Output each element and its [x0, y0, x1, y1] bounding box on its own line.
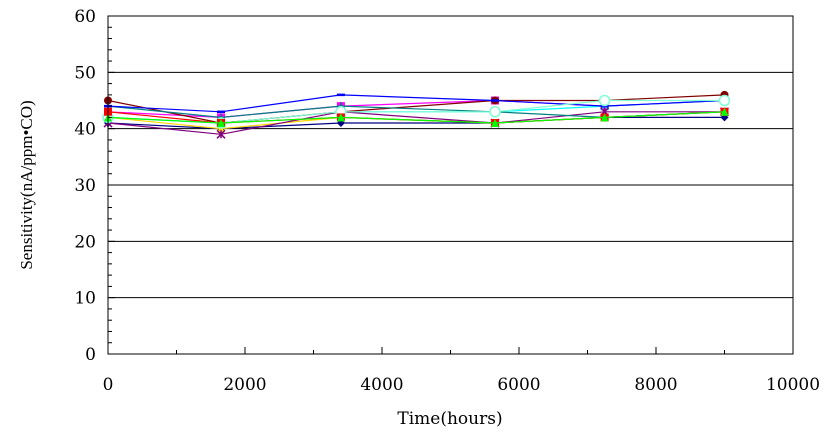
series-line [107, 116, 725, 130]
y-tick-label: 10 [74, 289, 96, 309]
data-point [489, 106, 501, 118]
y-tick-label: 40 [74, 120, 96, 140]
series-11 [104, 107, 729, 128]
series-line [107, 94, 725, 124]
x-tick-label: 8000 [634, 375, 677, 395]
data-point [720, 107, 729, 116]
data-point [216, 129, 226, 139]
series-layer [102, 90, 731, 139]
x-tick-label: 10000 [766, 375, 820, 395]
grid-lines [108, 71, 793, 299]
x-tick-label: 6000 [497, 375, 540, 395]
y-tick-label: 30 [74, 176, 96, 196]
data-point [217, 119, 226, 128]
axes [107, 15, 794, 355]
data-point [491, 119, 500, 128]
x-tick-label: 2000 [223, 375, 266, 395]
data-point [336, 113, 345, 122]
data-point [600, 113, 609, 122]
x-tick-label: 0 [103, 375, 114, 395]
y-axis-title: Sensitivity(nA/ppm•CO) [17, 100, 36, 269]
data-point [598, 94, 611, 107]
series-line [107, 94, 725, 113]
x-tick-label: 4000 [360, 375, 403, 395]
data-point [718, 94, 731, 107]
tick-labels: 0 10 20 30 40 50 60 0 2000 4000 6000 8000 10000 [74, 7, 820, 395]
y-tick-label: 60 [74, 7, 96, 27]
y-tick-label: 0 [85, 345, 96, 365]
series-line [107, 111, 725, 135]
x-axis-title: Time(hours) [397, 409, 502, 429]
series-line [107, 111, 725, 124]
y-tick-label: 50 [74, 63, 96, 83]
y-tick-label: 20 [74, 232, 96, 252]
